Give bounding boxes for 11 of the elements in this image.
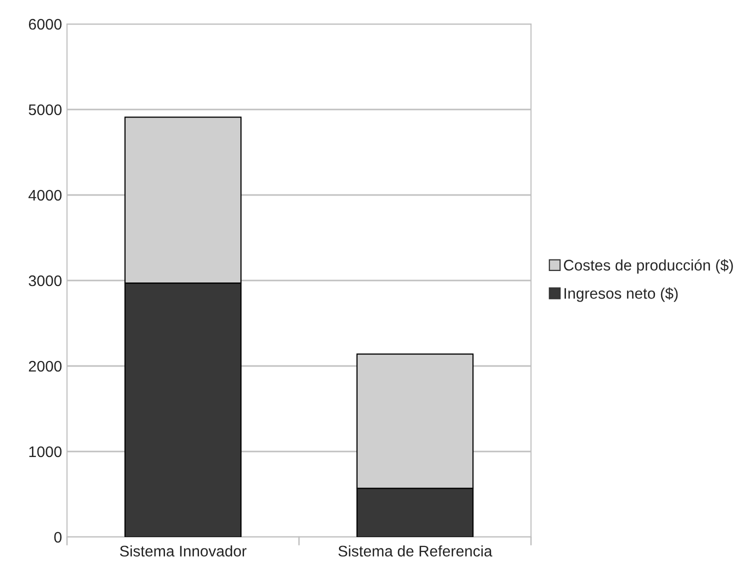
y-tick-label: 2000 (28, 360, 62, 372)
legend-label: Ingresos neto ($) (564, 287, 678, 302)
y-tick-label: 6000 (28, 18, 62, 30)
y-tick-label: 3000 (28, 275, 62, 286)
x-tick-label: Sistema de Referencia (338, 545, 492, 557)
y-tick-label: 5000 (28, 104, 62, 116)
y-tick-label: 0 (54, 532, 62, 543)
legend-label: Costes de producción ($) (564, 259, 733, 274)
y-tick-label: 1000 (29, 446, 62, 458)
x-tick-label: Sistema Innovador (120, 545, 246, 557)
y-tick-label: 4000 (28, 190, 62, 201)
